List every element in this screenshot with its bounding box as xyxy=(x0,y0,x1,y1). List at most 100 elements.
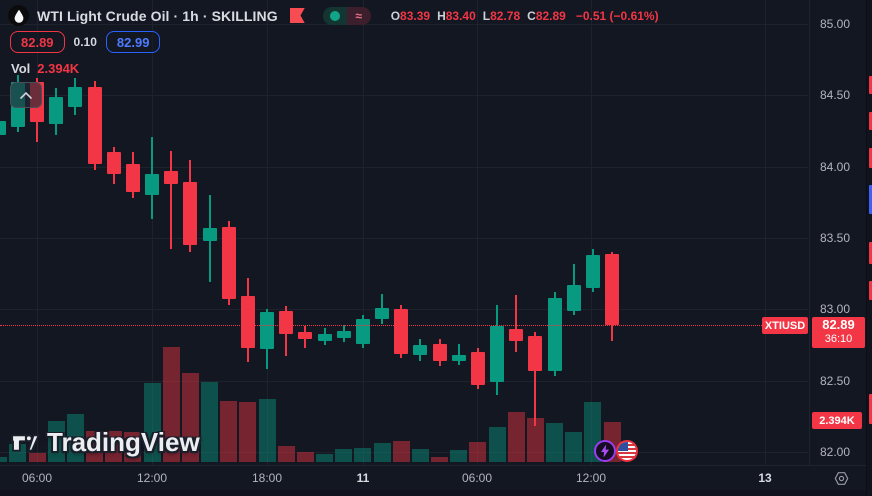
candle-wick xyxy=(170,150,173,250)
price-axis-label: 84.00 xyxy=(820,159,851,174)
candle-body xyxy=(547,297,562,371)
candle-body xyxy=(585,255,600,288)
chevron-up-icon xyxy=(20,91,32,99)
edge-fragment xyxy=(869,76,872,94)
broker-status-toggle[interactable]: ≈ xyxy=(322,6,371,25)
close-value: 82.89 xyxy=(535,8,566,23)
candle-body xyxy=(68,86,83,107)
time-axis-label: 12:00 xyxy=(136,471,168,485)
candle-body xyxy=(432,343,447,361)
price-gridline xyxy=(0,95,808,97)
expand-legend-button[interactable] xyxy=(10,82,42,108)
spread-value: 0.10 xyxy=(73,35,97,49)
edge-fragment xyxy=(869,148,872,168)
time-axis-label: 06:00 xyxy=(461,471,493,485)
tradingview-watermark: TradingView xyxy=(10,427,200,458)
time-gridline xyxy=(591,0,592,465)
symbol-title[interactable]: WTI Light Crude Oil · 1h · SKILLING xyxy=(37,7,278,24)
economic-event-us-flag-icon[interactable] xyxy=(616,440,638,462)
volume-bar xyxy=(258,399,276,462)
price-gridline xyxy=(0,452,808,453)
sell-button[interactable]: 82.89 xyxy=(10,31,65,53)
volume-legend: Vol 2.394K xyxy=(11,61,79,76)
bar-countdown: 36:10 xyxy=(824,333,853,345)
low-value: 82.78 xyxy=(490,8,521,23)
bottom-strip xyxy=(0,490,866,496)
flag-canton xyxy=(618,442,628,451)
volume-bar xyxy=(201,381,219,462)
candle-body xyxy=(528,336,543,371)
tradingview-logo-icon xyxy=(11,433,40,452)
candle-body xyxy=(509,329,524,341)
time-gridline xyxy=(477,0,478,465)
price-axis-label: 85.00 xyxy=(820,17,851,31)
volume-bar xyxy=(431,456,449,462)
change-readout: −0.51 (−0.61%) xyxy=(575,8,659,23)
symbol-price-flag[interactable]: XTIUSD xyxy=(762,317,808,334)
price-axis-label: 83.00 xyxy=(820,302,851,317)
edge-fragment xyxy=(869,394,872,424)
time-gridline xyxy=(152,0,153,465)
edge-fragment xyxy=(869,281,872,300)
volume-bar xyxy=(316,454,334,462)
candle-body xyxy=(125,163,140,193)
volume-bar xyxy=(124,431,142,462)
price-gridline xyxy=(0,166,808,168)
volume-bar xyxy=(392,441,410,462)
candle-body xyxy=(566,285,581,311)
buy-button[interactable]: 82.99 xyxy=(105,31,161,53)
candle-body xyxy=(106,152,121,174)
volume-bar xyxy=(143,383,161,462)
volume-bar xyxy=(105,431,123,462)
candle-wick xyxy=(534,332,537,427)
time-axis-label: 18:00 xyxy=(251,471,283,485)
volume-bar xyxy=(469,441,487,462)
volume-bar xyxy=(66,414,84,462)
edge-fragment xyxy=(869,242,872,264)
adjacent-panel-edge xyxy=(866,0,872,496)
economic-event-lightning-icon[interactable] xyxy=(594,440,616,462)
candle-body xyxy=(375,307,390,320)
time-axis-label: 11 xyxy=(356,471,370,485)
time-gridline xyxy=(267,0,268,465)
time-axis-label: 06:00 xyxy=(21,471,53,485)
plot-area[interactable]: TradingView WTI Light Crude Oil · 1h · S… xyxy=(0,0,808,465)
price-gridline xyxy=(0,380,808,382)
axis-settings-icon[interactable] xyxy=(833,470,850,492)
time-gridline xyxy=(363,0,364,465)
volume-bar xyxy=(162,346,180,462)
candle-body xyxy=(470,352,485,385)
volume-label: Vol xyxy=(11,61,31,76)
volume-bar xyxy=(526,417,544,462)
volume-value: 2.394K xyxy=(37,61,80,76)
volume-bar xyxy=(47,421,65,462)
time-axis[interactable]: 06:00 12:00 18:00 11 06:00 12:00 13 xyxy=(0,465,866,491)
high-value: 83.40 xyxy=(445,8,476,23)
price-axis[interactable]: 82.89 36:10 2.394K 85.00 84.50 84.00 83.50 8… xyxy=(809,0,867,465)
last-price-line xyxy=(0,325,808,327)
candle-body xyxy=(0,121,6,136)
candle-body xyxy=(490,326,505,383)
watermark-text: TradingView xyxy=(47,427,200,457)
candle-body xyxy=(317,333,332,341)
volume-bar xyxy=(411,448,429,462)
volume-bar xyxy=(277,446,295,462)
ohlc-readout: O83.39 H83.40 L82.78 C82.89 xyxy=(390,8,566,23)
volume-bar xyxy=(181,373,199,462)
time-gridline xyxy=(37,0,38,465)
candle-wick xyxy=(515,295,518,353)
candle-wick xyxy=(457,343,460,365)
volume-bar xyxy=(488,426,506,462)
volume-bar xyxy=(220,401,238,462)
flag-icon[interactable] xyxy=(289,8,305,23)
time-axis-label: 13 xyxy=(758,471,772,485)
candle-body xyxy=(49,96,64,124)
volume-bar xyxy=(507,411,525,462)
volume-bar xyxy=(296,451,314,462)
price-axis-label: 84.50 xyxy=(820,88,851,103)
last-price-axis-label[interactable]: 82.89 36:10 xyxy=(812,317,865,348)
candle-body xyxy=(413,345,428,355)
wave-icon: ≈ xyxy=(346,6,371,25)
volume-bar xyxy=(335,448,353,462)
